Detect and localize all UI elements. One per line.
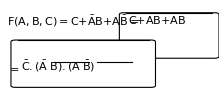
Text: $\mathsf{\bar{C}.(\bar{A}\;B).(A\;\bar{B})}$: $\mathsf{\bar{C}.(\bar{A}\;B).(A\;\bar{B…	[21, 59, 95, 74]
FancyBboxPatch shape	[11, 40, 155, 87]
Text: $\mathsf{=}$: $\mathsf{=}$	[7, 63, 19, 73]
Text: $\mathsf{F(A,B,C){=}C{+}\bar{A}B{+}A\bar{B}{=}}$: $\mathsf{F(A,B,C){=}C{+}\bar{A}B{+}A\bar…	[7, 14, 139, 29]
FancyBboxPatch shape	[119, 13, 219, 58]
Text: $\mathsf{C{+}\bar{A}B{+}A\bar{B}}$: $\mathsf{C{+}\bar{A}B{+}A\bar{B}}$	[128, 13, 186, 27]
